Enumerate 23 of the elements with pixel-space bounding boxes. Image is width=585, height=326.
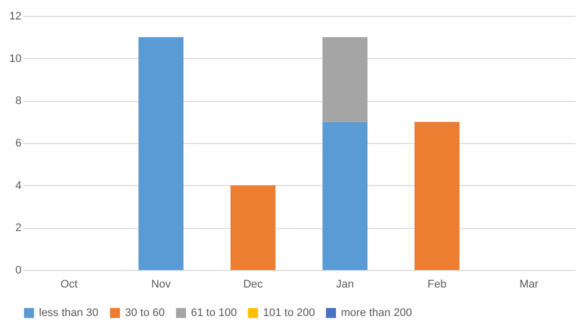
bar — [414, 122, 460, 270]
x-tick-label: Mar — [520, 278, 539, 290]
x-tick-label: Nov — [151, 278, 172, 290]
legend-label: less than 30 — [39, 307, 98, 319]
y-tick-label: 2 — [15, 222, 22, 234]
y-tick-label: 0 — [15, 264, 22, 276]
y-tick-label: 10 — [9, 52, 22, 65]
y-tick-label: 4 — [15, 180, 22, 192]
bar — [230, 185, 276, 270]
x-tick-label: Dec — [243, 278, 264, 290]
legend-label: 61 to 100 — [191, 307, 237, 319]
bar — [322, 37, 368, 122]
y-tick-label: 12 — [9, 10, 22, 22]
x-tick-label: Feb — [428, 278, 446, 290]
y-tick-label: 8 — [15, 95, 22, 108]
bar — [138, 37, 184, 270]
legend-label: 30 to 60 — [125, 307, 165, 319]
x-tick-label: Oct — [60, 278, 78, 290]
y-tick-label: 6 — [15, 138, 22, 150]
legend-label: more than 200 — [341, 307, 412, 319]
x-tick-label: Jan — [336, 278, 354, 290]
bar — [322, 122, 368, 270]
legend-label: 101 to 200 — [263, 307, 315, 319]
